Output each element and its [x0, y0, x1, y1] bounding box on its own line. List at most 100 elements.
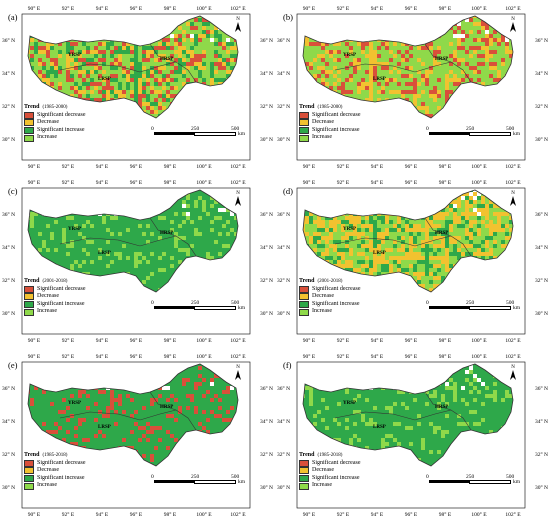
- legend: Trend (1985-2000) Significant decrease Decr…: [24, 104, 85, 142]
- north-label: N: [236, 191, 240, 196]
- lon-tick-top: 90° E: [28, 5, 41, 12]
- legend-swatch: [299, 285, 309, 293]
- scale-segment-black: [154, 480, 194, 483]
- legend-title: Trend (2001-2018): [24, 278, 85, 286]
- lon-tick-bottom: 92° E: [62, 337, 75, 344]
- lon-tick-top: 94° E: [371, 179, 384, 186]
- lon-tick-bottom: 90° E: [28, 163, 41, 170]
- scale-tick: 0: [151, 126, 154, 132]
- lat-tick-left: 30° N: [2, 136, 15, 143]
- legend-swatch: [24, 285, 34, 293]
- lat-tick-left: 34° N: [277, 418, 290, 425]
- lat-tick-left: 30° N: [277, 484, 290, 491]
- lon-tick-top: 90° E: [303, 5, 316, 12]
- legend-title: Trend (1985-2000): [24, 104, 85, 112]
- lon-tick-bottom: 100° E: [196, 337, 212, 344]
- sub-boundary-2: [424, 391, 472, 431]
- scale-segment-black: [429, 480, 469, 483]
- basin-boundary: [27, 15, 239, 119]
- sub-boundary-2: [149, 43, 197, 83]
- legend-swatch: [299, 301, 309, 309]
- lon-tick-top: 92° E: [62, 179, 75, 186]
- legend: Trend (1985-2018) Significant decrease Decr…: [299, 452, 360, 490]
- north-label: N: [511, 191, 515, 196]
- lon-tick-top: 102° E: [230, 353, 246, 360]
- lat-tick-right: 30° N: [260, 310, 273, 317]
- legend-period: (1985-2000): [42, 105, 68, 110]
- lat-tick-right: 34° N: [260, 70, 273, 77]
- lat-tick-right: 32° N: [260, 451, 273, 458]
- legend-period: (1985-2000): [317, 105, 343, 110]
- scale-tick: 500: [231, 300, 240, 306]
- legend-title: Trend (1985-2000): [299, 104, 360, 112]
- legend-label: Significant decrease: [37, 459, 86, 466]
- lon-tick-bottom: 102° E: [230, 163, 246, 170]
- north-arrow-icon: [510, 370, 516, 380]
- lat-tick-right: 32° N: [535, 103, 548, 110]
- scale-segment-white: [194, 132, 236, 136]
- lat-tick-right: 30° N: [260, 136, 273, 143]
- legend-label: Significant increase: [312, 126, 360, 133]
- map-panel-a: YRSP HRSP LRSP 90° E 90° E 92° E 92° E 94° E 94°…: [0, 0, 275, 174]
- lon-tick-bottom: 96° E: [405, 337, 418, 344]
- lon-tick-top: 94° E: [371, 5, 384, 12]
- lon-tick-bottom: 96° E: [405, 163, 418, 170]
- lat-tick-left: 36° N: [2, 37, 15, 44]
- scale-tick: 250: [191, 126, 200, 132]
- lon-tick-bottom: 92° E: [337, 163, 350, 170]
- legend-label: Decrease: [312, 467, 334, 474]
- legend-label: Decrease: [312, 119, 334, 126]
- lat-tick-left: 34° N: [277, 70, 290, 77]
- lon-tick-bottom: 98° E: [439, 337, 452, 344]
- lon-tick-bottom: 102° E: [505, 511, 521, 518]
- legend-trend-label: Trend: [299, 278, 315, 284]
- lon-tick-bottom: 98° E: [164, 163, 177, 170]
- scale-tick: 500: [506, 300, 515, 306]
- lat-tick-right: 34° N: [535, 418, 548, 425]
- region-label-yrsp: YRSP: [68, 227, 81, 232]
- lon-tick-bottom: 100° E: [196, 163, 212, 170]
- map-panel-c: YRSP HRSP LRSP 90° E 90° E 92° E 92° E 94° E 94°…: [0, 174, 275, 348]
- lon-tick-bottom: 90° E: [28, 511, 41, 518]
- region-label-lrsp: LRSP: [98, 77, 111, 82]
- lon-tick-bottom: 100° E: [196, 511, 212, 518]
- panel-label: (f): [283, 360, 292, 370]
- sub-boundary-2: [149, 217, 197, 257]
- legend-item: Increase: [299, 308, 360, 316]
- legend-label: Decrease: [37, 293, 59, 300]
- scale-segment-white: [469, 306, 511, 310]
- lat-tick-left: 32° N: [2, 103, 15, 110]
- sub-boundary-2: [424, 217, 472, 257]
- legend-label: Significant increase: [37, 300, 85, 307]
- lon-tick-bottom: 90° E: [303, 163, 316, 170]
- north-arrow-icon: [510, 22, 516, 32]
- scale-segment-black: [429, 132, 469, 135]
- lon-tick-top: 92° E: [62, 5, 75, 12]
- legend-item: Significant increase: [299, 127, 360, 135]
- lon-tick-top: 90° E: [303, 353, 316, 360]
- lat-tick-right: 34° N: [260, 244, 273, 251]
- lon-tick-bottom: 98° E: [164, 511, 177, 518]
- lon-tick-bottom: 96° E: [130, 163, 143, 170]
- legend-label: Decrease: [37, 119, 59, 126]
- scale-unit: km: [513, 479, 521, 485]
- legend-swatch: [299, 459, 309, 467]
- region-label-yrsp: YRSP: [343, 227, 356, 232]
- lat-tick-right: 32° N: [260, 103, 273, 110]
- lon-tick-top: 92° E: [62, 353, 75, 360]
- scale-bar: 0 250 500 km: [151, 300, 245, 314]
- lon-tick-top: 102° E: [230, 179, 246, 186]
- lat-tick-right: 30° N: [260, 484, 273, 491]
- legend-trend-label: Trend: [299, 452, 315, 458]
- map-panel-b: YRSP HRSP LRSP 90° E 90° E 92° E 92° E 94° E 94°…: [275, 0, 550, 174]
- region-label-hrsp: HRSP: [435, 405, 448, 410]
- basin-boundary: [302, 363, 514, 467]
- sub-boundary-2: [424, 43, 472, 83]
- legend-swatch: [299, 119, 309, 127]
- lat-tick-left: 30° N: [2, 310, 15, 317]
- legend-label: Significant decrease: [312, 459, 361, 466]
- legend-title: Trend (1985-2018): [24, 452, 85, 460]
- map-svg: YRSP HRSP LRSP 90° E 90° E 92° E 92° E 94° E 94°…: [2, 5, 273, 170]
- lat-tick-left: 36° N: [277, 211, 290, 218]
- sub-boundary-1: [334, 409, 452, 421]
